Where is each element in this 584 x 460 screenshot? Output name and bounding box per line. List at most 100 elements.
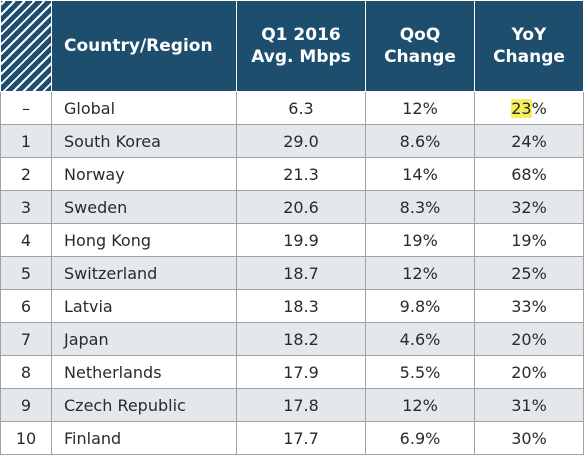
yoy-change-cell: 68% [474,157,584,191]
rank-cell: – [0,91,52,125]
yoy-header-line1: YoY [511,25,547,45]
qoq-change-cell: 8.3% [365,190,475,224]
rank-cell: 5 [0,256,52,290]
country-cell: Hong Kong [51,223,237,257]
yoy-value: 30 [511,428,532,448]
table-row: 2 Norway 21.3 14% 68% [0,157,584,191]
yoy-percent-sign: % [531,263,547,283]
yoy-header-line2: Change [493,47,565,67]
qoq-change-cell: 14% [365,157,475,191]
yoy-change-cell: 20% [474,322,584,356]
avg-mbps-cell: 18.3 [236,289,366,323]
rank-cell: 6 [0,289,52,323]
table-header-row: Country/Region Q1 2016 Avg. Mbps QoQ Cha… [0,0,584,92]
rank-cell: 10 [0,421,52,455]
yoy-percent-sign: % [531,362,547,382]
table-row: 1 South Korea 29.0 8.6% 24% [0,124,584,158]
avg-mbps-cell: 21.3 [236,157,366,191]
yoy-value: 20 [511,329,532,349]
hatched-corner-cell [0,0,52,92]
qoq-change-cell: 12% [365,91,475,125]
yoy-change-cell: 20% [474,355,584,389]
rank-cell: 4 [0,223,52,257]
yoy-change-cell: 24% [474,124,584,158]
qoq-change-cell: 12% [365,388,475,422]
qoq-change-cell: 5.5% [365,355,475,389]
country-cell: Norway [51,157,237,191]
avg-mbps-cell: 18.2 [236,322,366,356]
yoy-value: 33 [511,296,532,316]
yoy-percent-sign: % [531,164,547,184]
table-row: 9 Czech Republic 17.8 12% 31% [0,388,584,422]
qoq-header-line2: Change [384,47,456,67]
yoy-value: 31 [511,395,532,415]
yoy-change-cell: 25% [474,256,584,290]
table-row: 6 Latvia 18.3 9.8% 33% [0,289,584,323]
rank-cell: 2 [0,157,52,191]
yoy-percent-sign: % [531,197,547,217]
avg-header-line1: Q1 2016 [261,25,341,45]
yoy-percent-sign: % [531,230,547,250]
rank-cell: 3 [0,190,52,224]
yoy-value: 68 [511,164,532,184]
rank-cell: 1 [0,124,52,158]
avg-mbps-cell: 6.3 [236,91,366,125]
qoq-change-cell: 4.6% [365,322,475,356]
table-row: 10 Finland 17.7 6.9% 30% [0,421,584,455]
yoy-percent-sign: % [531,428,547,448]
qoq-header-line1: QoQ [399,25,441,45]
table-body: – Global 6.3 12% 23% 1 South Korea 29.0 8.6% 24% 2… [0,91,584,455]
qoq-change-cell: 12% [365,256,475,290]
yoy-value-highlighted: 23 [511,98,532,118]
qoq-change-header: QoQ Change [365,0,475,92]
yoy-change-cell: 23% [474,91,584,125]
avg-mbps-cell: 20.6 [236,190,366,224]
yoy-change-cell: 19% [474,223,584,257]
avg-mbps-cell: 17.7 [236,421,366,455]
country-cell: Netherlands [51,355,237,389]
country-cell: Global [51,91,237,125]
yoy-percent-sign: % [531,296,547,316]
avg-mbps-cell: 29.0 [236,124,366,158]
qoq-change-cell: 19% [365,223,475,257]
table-row: 3 Sweden 20.6 8.3% 32% [0,190,584,224]
yoy-change-header: YoY Change [474,0,584,92]
country-cell: Switzerland [51,256,237,290]
yoy-percent-sign: % [531,329,547,349]
country-cell: Czech Republic [51,388,237,422]
qoq-change-cell: 9.8% [365,289,475,323]
avg-header-line2: Avg. Mbps [251,47,351,67]
avg-mbps-header: Q1 2016 Avg. Mbps [236,0,366,92]
qoq-change-cell: 6.9% [365,421,475,455]
country-cell: Sweden [51,190,237,224]
yoy-change-cell: 30% [474,421,584,455]
table-row: 7 Japan 18.2 4.6% 20% [0,322,584,356]
avg-mbps-cell: 19.9 [236,223,366,257]
yoy-change-cell: 31% [474,388,584,422]
table-row: – Global 6.3 12% 23% [0,91,584,125]
country-cell: Latvia [51,289,237,323]
qoq-change-cell: 8.6% [365,124,475,158]
table-row: 5 Switzerland 18.7 12% 25% [0,256,584,290]
avg-mbps-cell: 18.7 [236,256,366,290]
yoy-value: 32 [511,197,532,217]
table-row: 4 Hong Kong 19.9 19% 19% [0,223,584,257]
yoy-value: 24 [511,131,532,151]
yoy-change-cell: 32% [474,190,584,224]
rank-cell: 9 [0,388,52,422]
table-row: 8 Netherlands 17.9 5.5% 20% [0,355,584,389]
yoy-value: 19 [511,230,532,250]
yoy-value: 25 [511,263,532,283]
avg-mbps-cell: 17.8 [236,388,366,422]
rank-cell: 7 [0,322,52,356]
avg-mbps-cell: 17.9 [236,355,366,389]
rank-cell: 8 [0,355,52,389]
country-cell: Finland [51,421,237,455]
country-cell: South Korea [51,124,237,158]
yoy-value: 20 [511,362,532,382]
country-region-header: Country/Region [51,0,237,92]
yoy-percent-sign: % [531,98,547,118]
yoy-change-cell: 33% [474,289,584,323]
country-cell: Japan [51,322,237,356]
